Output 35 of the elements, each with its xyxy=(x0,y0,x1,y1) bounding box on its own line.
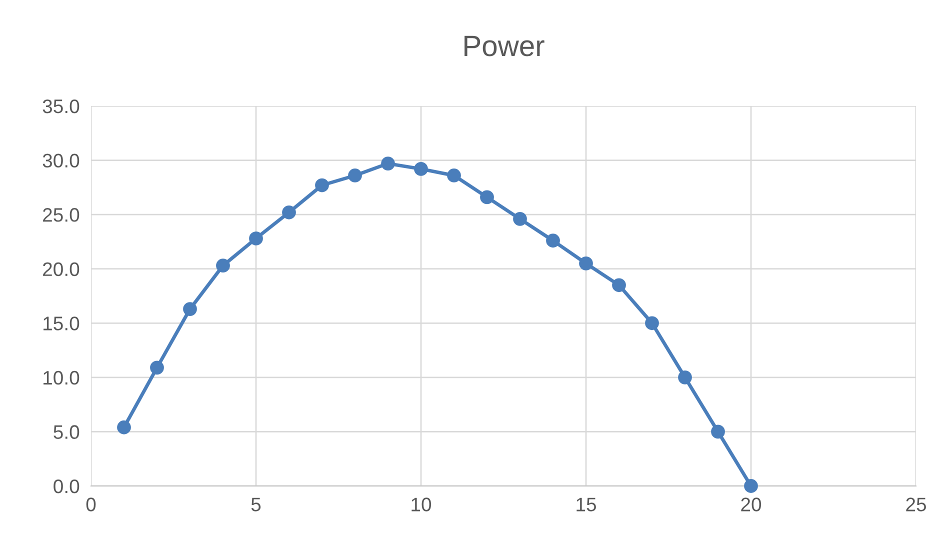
point xyxy=(150,360,164,375)
point xyxy=(711,424,725,439)
point xyxy=(612,278,626,292)
point xyxy=(381,156,395,170)
y-tick-label: 30.0 xyxy=(42,154,80,168)
point xyxy=(216,258,230,273)
chart-title: Power xyxy=(464,36,544,56)
y-tick-label: 0.0 xyxy=(54,479,80,494)
x-tick-label: 0 xyxy=(86,498,96,512)
point xyxy=(249,232,263,246)
x-tick-label: 20 xyxy=(741,498,762,512)
x-tick-label: 10 xyxy=(412,498,432,512)
point xyxy=(315,178,329,192)
point xyxy=(546,234,560,248)
point xyxy=(480,190,494,204)
point xyxy=(645,316,659,330)
y-tick-label: 5.0 xyxy=(54,425,80,439)
x-tick-label: 5 xyxy=(251,498,261,512)
point xyxy=(513,212,527,226)
point xyxy=(348,168,362,182)
point xyxy=(678,370,692,384)
x-tick-label: 15 xyxy=(576,498,596,512)
point xyxy=(282,205,296,220)
point xyxy=(117,420,131,434)
y-tick-label: 25.0 xyxy=(43,208,80,222)
y-tick-label: 35.0 xyxy=(42,99,80,114)
x-tick-label: 25 xyxy=(906,498,926,512)
point xyxy=(183,302,197,316)
point xyxy=(579,256,593,270)
point xyxy=(744,479,758,493)
point xyxy=(447,168,461,182)
y-tick-label: 20.0 xyxy=(43,262,80,276)
y-tick-label: 15.0 xyxy=(44,316,80,330)
y-tick-label: 10.0 xyxy=(44,370,80,385)
point xyxy=(414,162,428,176)
